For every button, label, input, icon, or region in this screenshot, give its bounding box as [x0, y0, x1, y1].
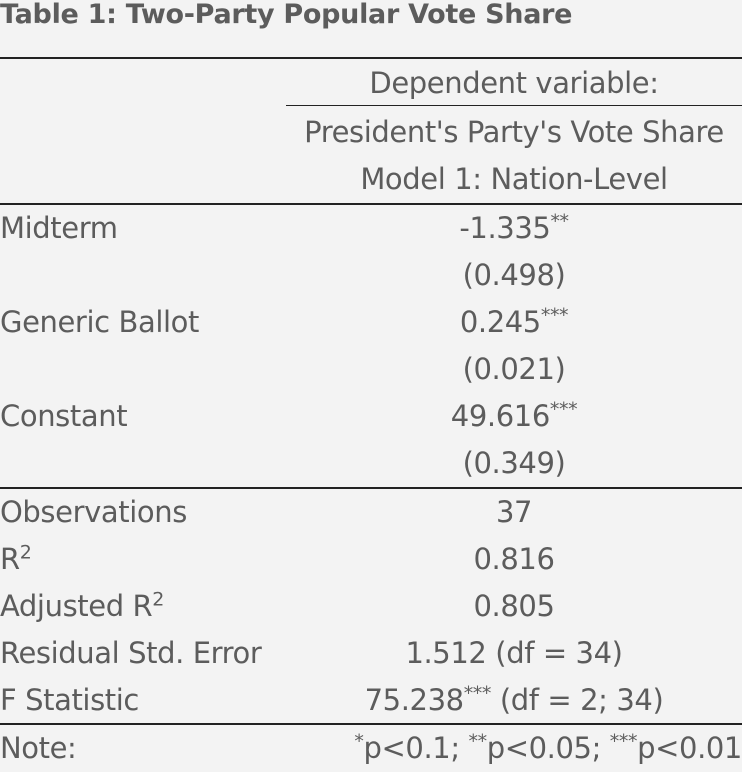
- top-rule: [0, 57, 742, 59]
- table-row-f-statistic: F Statistic 75.238*** (df = 2; 34): [0, 677, 742, 724]
- standard-error: (0.349): [462, 446, 566, 480]
- model-name: Model 1: Nation-Level: [360, 162, 668, 196]
- stat-value: 0.816: [473, 542, 555, 576]
- table-row-residual-std-error: Residual Std. Error 1.512 (df = 34): [0, 630, 742, 677]
- significance-note: *p<0.1; **p<0.05; ***p<0.01: [354, 730, 742, 765]
- row-label: R2: [0, 541, 32, 576]
- stat-value: 0.805: [473, 589, 555, 623]
- row-label: F Statistic: [0, 683, 139, 717]
- dependent-variable-label: Dependent variable:: [369, 66, 659, 100]
- stat-value: 1.512 (df = 34): [405, 636, 623, 670]
- stat-value: 37: [495, 495, 533, 529]
- table-title: Table 1: Two-Party Popular Vote Share: [0, 0, 573, 30]
- table-row-adjusted-r-squared: Adjusted R2 0.805: [0, 583, 742, 630]
- header-underline: [286, 105, 742, 106]
- table-row-r-squared: R2 0.816: [0, 536, 742, 583]
- row-label: Generic Ballot: [0, 305, 199, 339]
- stats-bottom-rule: [0, 723, 742, 725]
- table-row-observations: Observations 37: [0, 489, 742, 536]
- table-row-constant-se: (0.349): [0, 440, 742, 487]
- note-label: Note:: [0, 731, 77, 765]
- row-label: Observations: [0, 495, 187, 529]
- stat-value: 75.238*** (df = 2; 34): [364, 682, 664, 717]
- row-label: Adjusted R2: [0, 588, 164, 623]
- table-row-generic-ballot-se: (0.021): [0, 346, 742, 393]
- table-row-note: Note: *p<0.1; **p<0.05; ***p<0.01: [0, 725, 742, 772]
- coefficient-value: 0.245***: [459, 304, 569, 339]
- coefficient-value: -1.335**: [459, 210, 569, 245]
- standard-error: (0.498): [462, 258, 566, 292]
- table-row-midterm-se: (0.498): [0, 252, 742, 299]
- coefficients-bottom-rule: [0, 487, 742, 489]
- table-row-generic-ballot: Generic Ballot 0.245***: [0, 299, 742, 346]
- table-row-midterm: Midterm -1.335**: [0, 205, 742, 252]
- row-label: Residual Std. Error: [0, 636, 262, 670]
- header-bottom-rule: [0, 203, 742, 205]
- row-label: Constant: [0, 399, 128, 433]
- standard-error: (0.021): [462, 352, 566, 386]
- coefficient-value: 49.616***: [450, 398, 578, 433]
- row-label: Midterm: [0, 211, 118, 245]
- dependent-variable-name: President's Party's Vote Share: [304, 115, 724, 149]
- table-row-constant: Constant 49.616***: [0, 393, 742, 440]
